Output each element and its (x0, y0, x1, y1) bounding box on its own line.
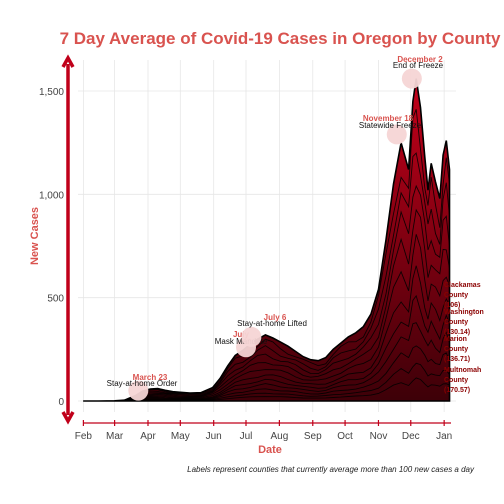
county-label-text: County (444, 377, 468, 384)
x-tick-label: Sep (304, 431, 322, 442)
county-labels: Clackamas County (106)Washington County (130… (444, 282, 484, 394)
event-date-label: March 23 (133, 373, 168, 382)
y-axis-arrow (61, 54, 75, 425)
chart-title: 7 Day Average of Covid-19 Cases in Orego… (60, 29, 501, 48)
event-marker-circle (128, 380, 149, 401)
x-tick-label: May (171, 431, 190, 442)
x-tick-label: Nov (370, 431, 388, 442)
y-tick-label: 1,500 (39, 87, 64, 98)
county-layer-boundary (83, 322, 450, 402)
stacked-area-series (83, 78, 451, 402)
event-date-label: July (233, 330, 250, 339)
y-arrow-head-top (61, 54, 75, 68)
x-tick-label: Feb (75, 431, 93, 442)
total-cases-area (83, 78, 451, 402)
county-layer-boundary (83, 208, 450, 402)
county-label-text: (170.57) (444, 387, 470, 394)
county-layer-boundary (83, 109, 450, 402)
county-layer-boundary (83, 184, 450, 402)
event-name-label: Stay-at-home Order (107, 379, 178, 388)
county-label-text: (106) (444, 302, 460, 309)
county-label-text: County (444, 292, 468, 299)
event-date-label: December 2 (397, 55, 443, 64)
x-tick-label: Mar (106, 431, 124, 442)
y-arrow-head-bottom (61, 411, 75, 425)
event-marker-circle (401, 68, 422, 89)
event-name-label: Mask Mandate (215, 337, 268, 346)
county-layer-boundary (83, 345, 450, 402)
county-layer-boundary (83, 377, 450, 402)
y-tick-label: 0 (58, 397, 64, 408)
x-tick-label: Jan (436, 431, 452, 442)
county-layer-boundary (83, 294, 450, 402)
event-date-label: July 6 (264, 313, 287, 322)
event-name-label: End of Freeze (393, 61, 444, 70)
county-label-text: Washington (444, 309, 484, 316)
county-layer-boundary (83, 362, 450, 402)
x-tick-label: Jul (240, 431, 253, 442)
x-tick-label: Aug (270, 431, 288, 442)
county-label-text: (130.14) (444, 329, 470, 336)
y-axis-title: New Cases (29, 207, 41, 265)
x-axis-ticks: Feb Mar Apr May Jun Jul Aug Sep Oct Nov Dec Jan (75, 420, 452, 442)
county-label-text: County (444, 346, 468, 353)
event-name-label: Statewide Freeze (359, 121, 422, 130)
y-tick-label: 1,000 (39, 190, 64, 201)
event-name-label: Stay-at-home Lifted (237, 319, 307, 328)
event-marker-circle (386, 124, 407, 145)
x-tick-label: Apr (140, 431, 156, 442)
event-marker-circle (241, 326, 262, 347)
county-label-text: Marion (444, 336, 467, 343)
county-layer-boundary (83, 234, 450, 402)
county-label-text: Clackamas (444, 282, 481, 289)
county-layer-boundary (83, 152, 450, 402)
county-label-text: County (444, 319, 468, 326)
y-tick-label: 500 (47, 294, 64, 305)
x-tick-label: Jun (206, 431, 222, 442)
x-tick-label: Oct (337, 431, 353, 442)
y-axis-ticks: 0 500 1,000 1,500 (39, 87, 64, 408)
county-layer-boundary (83, 265, 450, 402)
x-tick-label: Dec (402, 431, 420, 442)
x-axis-title: Date (258, 444, 282, 456)
chart-caption: Labels represent counties that currently… (187, 465, 475, 474)
county-label-text: Multnomah (444, 367, 481, 374)
event-date-label: November 18 (363, 114, 414, 123)
county-label-text: (136.71) (444, 356, 470, 363)
